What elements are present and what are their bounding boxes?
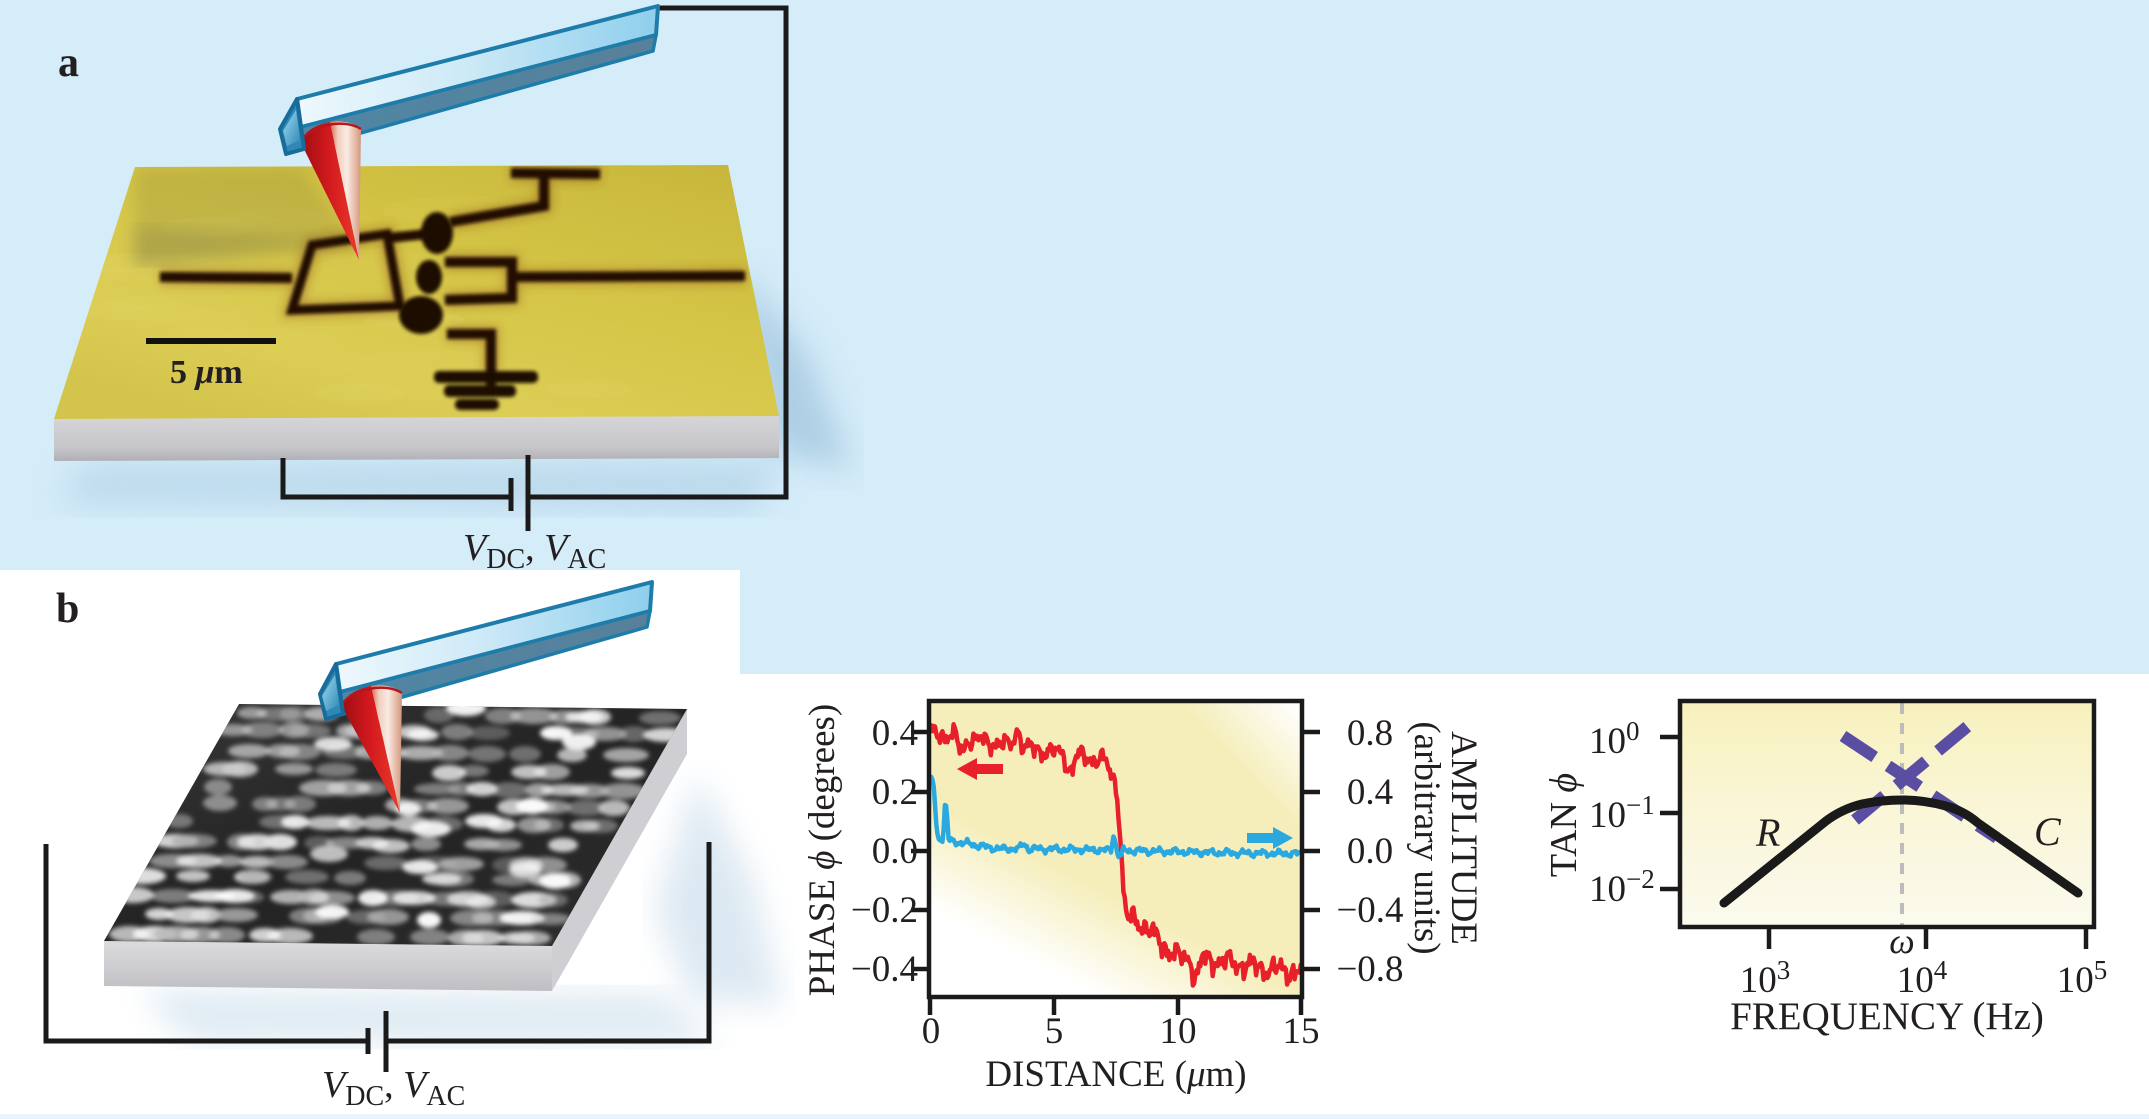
svg-text:15: 15 [1283,1011,1320,1052]
svg-text:−0.8: −0.8 [1336,949,1403,990]
svg-text:0.4: 0.4 [1347,772,1393,813]
svg-text:a: a [58,40,79,86]
svg-text:C: C [2034,809,2062,854]
svg-text:105: 105 [2057,955,2108,1001]
svg-text:R: R [1755,810,1780,855]
svg-text:0.0: 0.0 [872,831,918,872]
svg-text:0: 0 [922,1011,941,1052]
svg-text:TAN ϕ: TAN ϕ [1543,773,1585,877]
svg-text:0.0: 0.0 [1347,831,1393,872]
svg-text:5: 5 [1045,1011,1064,1052]
svg-text:AMPLITUDE(arbitrary units): AMPLITUDE(arbitrary units) [1406,721,1484,954]
svg-text:−0.4: −0.4 [1336,890,1403,931]
svg-text:−0.4: −0.4 [851,949,918,990]
svg-text:DISTANCE (μm): DISTANCE (μm) [985,1054,1246,1095]
svg-text:0.2: 0.2 [872,772,918,813]
svg-text:0.4: 0.4 [872,713,918,754]
svg-text:FREQUENCY (Hz): FREQUENCY (Hz) [1730,995,2044,1038]
svg-text:ω: ω [1889,921,1914,961]
svg-text:0.8: 0.8 [1347,713,1393,754]
svg-text:PHASE ϕ (degrees): PHASE ϕ (degrees) [802,704,843,997]
svg-text:−0.2: −0.2 [851,890,918,931]
svg-text:b: b [56,586,79,632]
svg-text:10: 10 [1160,1011,1197,1052]
svg-text:5 μm: 5 μm [170,354,243,391]
